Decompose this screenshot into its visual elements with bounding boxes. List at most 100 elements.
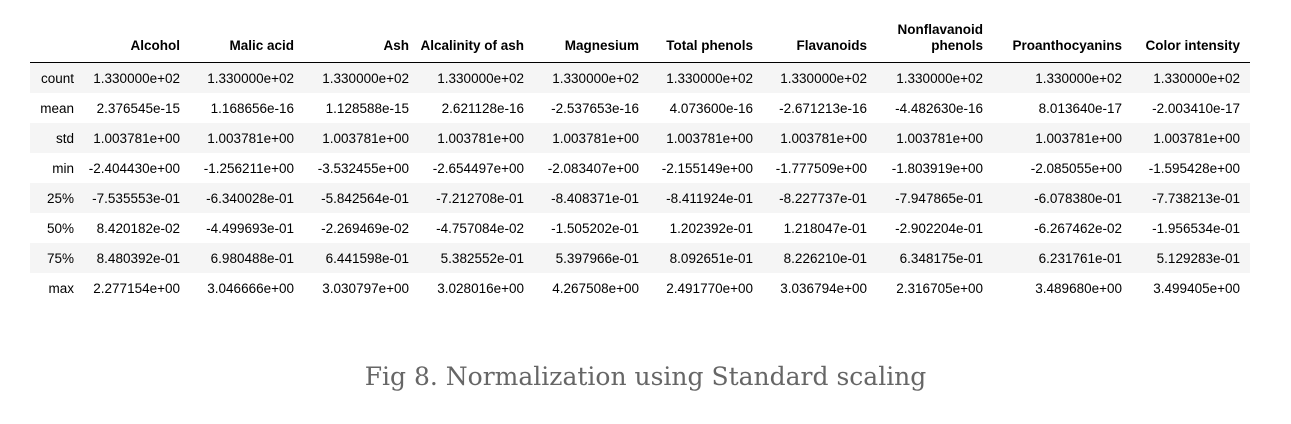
row-label: std (55, 130, 74, 146)
table-cell: 4.073600e-16 (669, 100, 753, 116)
table-cell: -6.340028e-01 (206, 190, 294, 206)
table-cell: -2.083407e+00 (547, 160, 639, 176)
table-cell: 3.489680e+00 (1035, 280, 1122, 296)
row-label: 25% (46, 190, 74, 206)
table-cell: 1.003781e+00 (552, 130, 639, 146)
table-cell: -2.537653e-16 (551, 100, 639, 116)
row-label: min (52, 160, 74, 176)
table-cell: 1.330000e+02 (666, 70, 753, 86)
table-cell: -1.777509e+00 (775, 160, 867, 176)
table-cell: -2.404430e+00 (88, 160, 180, 176)
column-header: Nonflavanoid phenols (877, 10, 993, 63)
table-cell: -3.532455e+00 (317, 160, 409, 176)
table-cell: 1.330000e+02 (780, 70, 867, 86)
column-header: Total phenols (649, 10, 763, 63)
table-cell: 1.003781e+00 (437, 130, 524, 146)
table-cell: -2.671213e-16 (779, 100, 867, 116)
table-cell: 1.330000e+02 (322, 70, 409, 86)
table-cell: 5.129283e-01 (1156, 250, 1240, 266)
table-cell: 1.168656e-16 (210, 100, 294, 116)
table-cell: 3.030797e+00 (322, 280, 409, 296)
table-cell: 1.003781e+00 (666, 130, 753, 146)
column-header: Malic acid (190, 10, 304, 63)
table-cell: 1.003781e+00 (93, 130, 180, 146)
table-cell: -1.595428e+00 (1148, 160, 1240, 176)
row-label: count (40, 70, 74, 86)
table-cell: 6.231761e-01 (1038, 250, 1122, 266)
table-cell: 2.621128e-16 (441, 100, 524, 116)
column-header: Ash (304, 10, 419, 63)
table-cell: -2.654497e+00 (432, 160, 524, 176)
table-cell: 1.330000e+02 (437, 70, 524, 86)
table-cell: 8.013640e-17 (1038, 100, 1122, 116)
table-cell: -4.757084e-02 (436, 220, 524, 236)
column-header: Alcohol (82, 10, 190, 63)
table-cell: -4.482630e-16 (895, 100, 983, 116)
table-cell: -6.078380e-01 (1034, 190, 1122, 206)
column-header: Proanthocyanins (993, 10, 1132, 63)
table-cell: -1.256211e+00 (203, 160, 294, 176)
table-cell: -8.411924e-01 (666, 190, 753, 206)
table-row: 25% -7.535553e-01 -6.340028e-01 -5.842564e-… (30, 183, 1250, 213)
column-header: Magnesium (534, 10, 649, 63)
table-cell: 1.003781e+00 (1153, 130, 1240, 146)
table-cell: 6.980488e-01 (210, 250, 294, 266)
table-cell: -2.003410e-17 (1152, 100, 1240, 116)
column-header: Flavanoids (763, 10, 877, 63)
header-row: Alcohol Malic acid Ash Alcalinity of ash Mag… (30, 10, 1250, 63)
table-cell: -1.956534e-01 (1152, 220, 1240, 236)
table-cell: 2.277154e+00 (93, 280, 180, 296)
table-cell: 3.028016e+00 (437, 280, 524, 296)
row-label: mean (40, 100, 74, 116)
table-cell: 1.003781e+00 (1035, 130, 1122, 146)
figure-caption: Fig 8. Normalization using Standard scal… (364, 362, 927, 391)
table-cell: -1.803919e+00 (891, 160, 983, 176)
table-cell: -7.947865e-01 (895, 190, 983, 206)
table-cell: 3.036794e+00 (780, 280, 867, 296)
table-cell: 1.330000e+02 (1153, 70, 1240, 86)
table-cell: 8.420182e-02 (96, 220, 180, 236)
describe-table-container: Alcohol Malic acid Ash Alcalinity of ash Mag… (30, 10, 1250, 303)
table-cell: -5.842564e-01 (321, 190, 409, 206)
table-row: std 1.003781e+00 1.003781e+00 1.003781e+00 1… (30, 123, 1250, 153)
table-cell: 1.003781e+00 (207, 130, 294, 146)
table-cell: 8.092651e-01 (669, 250, 753, 266)
table-cell: 1.330000e+02 (896, 70, 983, 86)
table-cell: -2.085055e+00 (1030, 160, 1122, 176)
table-row: 75% 8.480392e-01 6.980488e-01 6.441598e-01 5… (30, 243, 1250, 273)
row-label: max (48, 280, 74, 296)
table-row: 50% 8.420182e-02 -4.499693e-01 -2.269469e-0… (30, 213, 1250, 243)
describe-table: Alcohol Malic acid Ash Alcalinity of ash Mag… (30, 10, 1250, 303)
table-cell: 3.499405e+00 (1153, 280, 1240, 296)
table-cell: 1.330000e+02 (552, 70, 639, 86)
table-cell: -8.408371e-01 (551, 190, 639, 206)
table-cell: 6.348175e-01 (899, 250, 983, 266)
table-cell: 1.003781e+00 (896, 130, 983, 146)
row-label: 75% (46, 250, 74, 266)
table-cell: 4.267508e+00 (552, 280, 639, 296)
table-cell: 1.202392e-01 (669, 220, 753, 236)
table-body: count 1.330000e+02 1.330000e+02 1.330000e+0… (30, 62, 1250, 303)
table-cell: 5.397966e-01 (555, 250, 639, 266)
table-cell: 6.441598e-01 (325, 250, 409, 266)
table-row: mean 2.376545e-15 1.168656e-16 1.128588e-15… (30, 93, 1250, 123)
table-cell: 2.376545e-15 (96, 100, 180, 116)
table-row: count 1.330000e+02 1.330000e+02 1.330000e+0… (30, 62, 1250, 93)
table-cell: 1.330000e+02 (93, 70, 180, 86)
table-cell: -2.155149e+00 (661, 160, 753, 176)
table-cell: 1.330000e+02 (207, 70, 294, 86)
table-cell: 1.003781e+00 (322, 130, 409, 146)
table-cell: -8.227737e-01 (779, 190, 867, 206)
column-header: Alcalinity of ash (419, 10, 534, 63)
table-header: Alcohol Malic acid Ash Alcalinity of ash Mag… (30, 10, 1250, 63)
table-cell: -7.212708e-01 (436, 190, 524, 206)
table-cell: 1.218047e-01 (783, 220, 867, 236)
table-cell: 5.382552e-01 (440, 250, 524, 266)
table-cell: -1.505202e-01 (551, 220, 639, 236)
table-cell: -6.267462e-02 (1034, 220, 1122, 236)
table-cell: -2.269469e-02 (321, 220, 409, 236)
table-cell: 1.003781e+00 (780, 130, 867, 146)
column-header: Color intensity (1132, 10, 1250, 63)
index-header (30, 10, 82, 63)
table-cell: 8.226210e-01 (783, 250, 867, 266)
